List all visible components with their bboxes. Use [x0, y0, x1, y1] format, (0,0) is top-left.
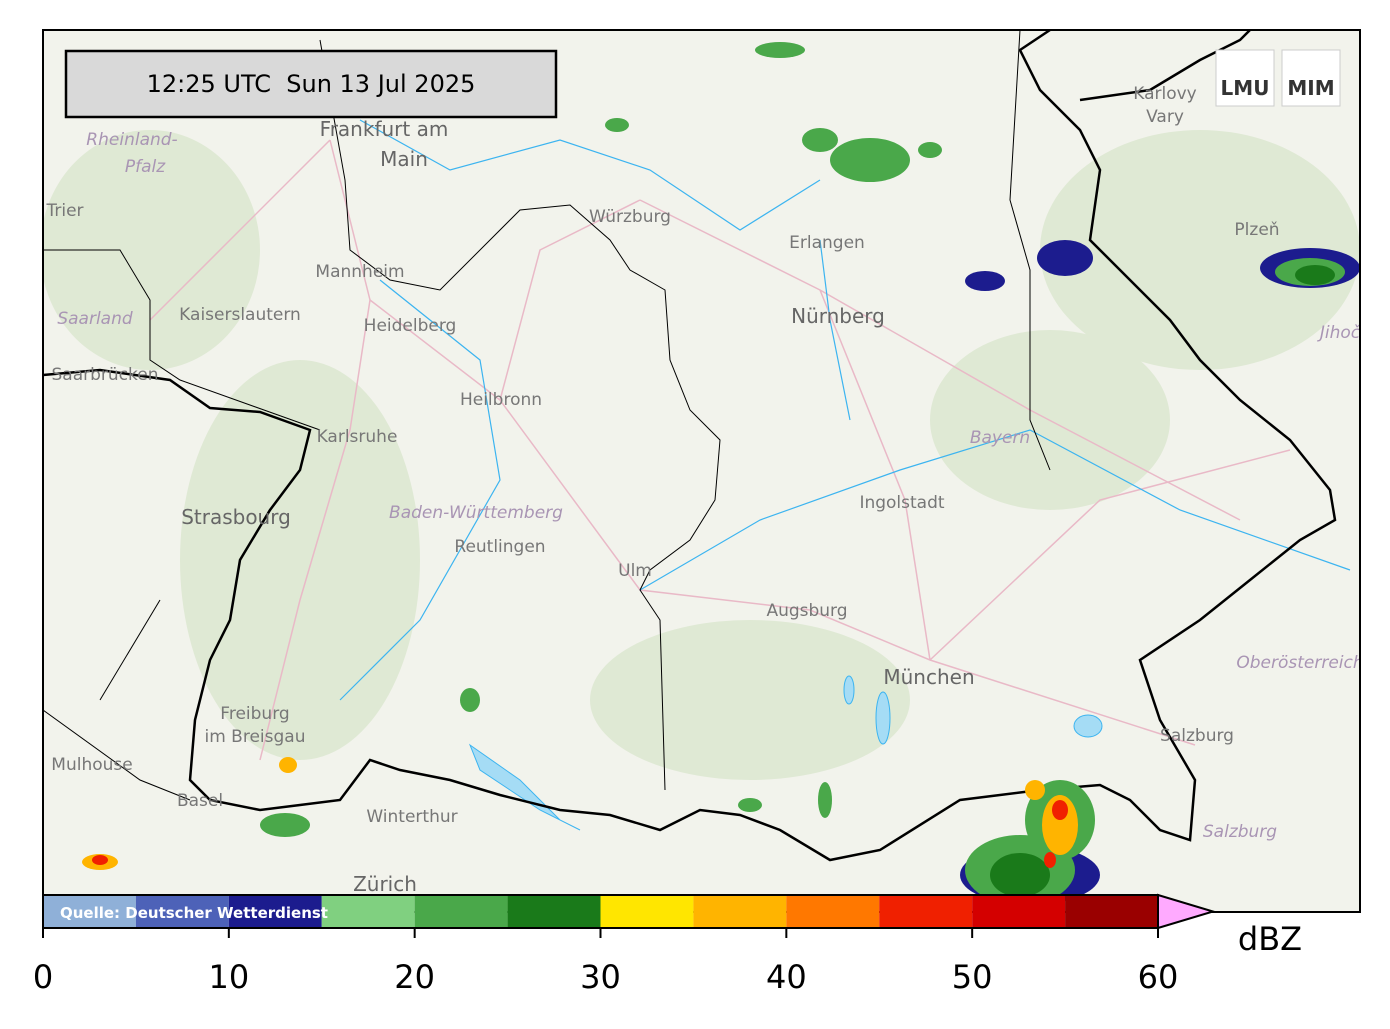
city-label: Mannheim — [315, 262, 404, 282]
city-label: Winterthur — [366, 807, 457, 827]
lake — [875, 691, 891, 745]
city-label: Kaiserslautern — [179, 305, 301, 325]
state-label: Jihoč — [1317, 323, 1361, 343]
state-label: Saarland — [57, 309, 133, 329]
state-label: Pfalz — [125, 157, 166, 177]
city-label: Karlovy — [1133, 84, 1197, 104]
radar-echoes — [82, 42, 1360, 905]
rivers — [339, 119, 1351, 701]
city-label: Heilbronn — [460, 390, 542, 410]
lake — [468, 743, 581, 831]
colorbar-bin — [693, 895, 787, 928]
colorbar-bin — [321, 895, 415, 928]
map-labels: Frankfurt am Main Rheinland- Pfalz Trier… — [45, 84, 1363, 896]
city-label: Ingolstadt — [859, 493, 944, 513]
colorbar-bin — [414, 895, 508, 928]
lake — [843, 675, 855, 705]
city-label: Heidelberg — [364, 316, 457, 336]
city-label: Ulm — [618, 561, 652, 581]
roads — [149, 139, 1291, 761]
logo-box — [1281, 49, 1341, 107]
state-label: Bayern — [970, 428, 1030, 448]
colorbar-bin — [972, 895, 1066, 928]
tick-label: 50 — [952, 958, 993, 996]
state-borders — [43, 30, 1051, 801]
source-label: Quelle: Deutscher Wetterdienst — [60, 904, 328, 922]
city-label: Vary — [1146, 107, 1184, 127]
logo-text: MIM — [1287, 76, 1334, 100]
colorbar-bin — [43, 895, 136, 928]
colorbar-bin — [1065, 895, 1158, 928]
colorbar-bin — [600, 895, 694, 928]
tick-label: 0 — [33, 958, 53, 996]
colorbar-bin — [135, 895, 229, 928]
city-label: Strasbourg — [181, 505, 291, 529]
colorbar-bin — [786, 895, 880, 928]
tick-label: 60 — [1138, 958, 1179, 996]
city-label: Basel — [177, 791, 223, 811]
tick-label: 40 — [766, 958, 807, 996]
timestamp-box — [64, 49, 558, 119]
tick-label: 30 — [580, 958, 621, 996]
city-label: Frankfurt am — [320, 117, 449, 141]
logo-box — [1215, 49, 1275, 107]
colorbar-bin — [507, 895, 601, 928]
city-label: im Breisgau — [205, 727, 306, 747]
city-label: Salzburg — [1160, 726, 1234, 746]
city-label: Trier — [45, 201, 83, 221]
tick-label: 20 — [394, 958, 435, 996]
colorbar-bin — [228, 895, 322, 928]
city-label: Würzburg — [589, 207, 671, 227]
city-label: Reutlingen — [454, 537, 545, 557]
city-label: Karlsruhe — [317, 427, 398, 447]
city-label: Saarbrücken — [52, 365, 159, 385]
city-label: Main — [380, 147, 428, 171]
state-label: Salzburg — [1203, 822, 1277, 842]
city-label: Erlangen — [789, 233, 865, 253]
colorbar-bin — [879, 895, 973, 928]
colorbar-unit: dBZ — [1238, 920, 1302, 958]
state-label: Oberösterreich — [1236, 653, 1363, 673]
state-label: Baden-Württemberg — [389, 503, 563, 523]
country-borders — [43, 30, 1337, 862]
lake — [1073, 714, 1103, 738]
city-label: München — [883, 665, 974, 689]
city-label: Nürnberg — [791, 304, 885, 328]
tick-label: 10 — [208, 958, 249, 996]
city-label: Freiburg — [220, 704, 289, 724]
city-label: Augsburg — [766, 601, 847, 621]
city-label: Mulhouse — [51, 755, 132, 775]
city-label: Plzeň — [1234, 220, 1279, 240]
timestamp: 12:25 UTC Sun 13 Jul 2025 — [147, 70, 476, 98]
logo-text: LMU — [1221, 76, 1270, 100]
map: Frankfurt am Main Rheinland- Pfalz Trier… — [43, 30, 1363, 912]
state-label: Rheinland- — [86, 130, 177, 150]
colorbar: Quelle: Deutscher Wetterdienst 0 10 20 30 40 5… — [33, 893, 1302, 996]
city-label: Zürich — [353, 872, 417, 896]
